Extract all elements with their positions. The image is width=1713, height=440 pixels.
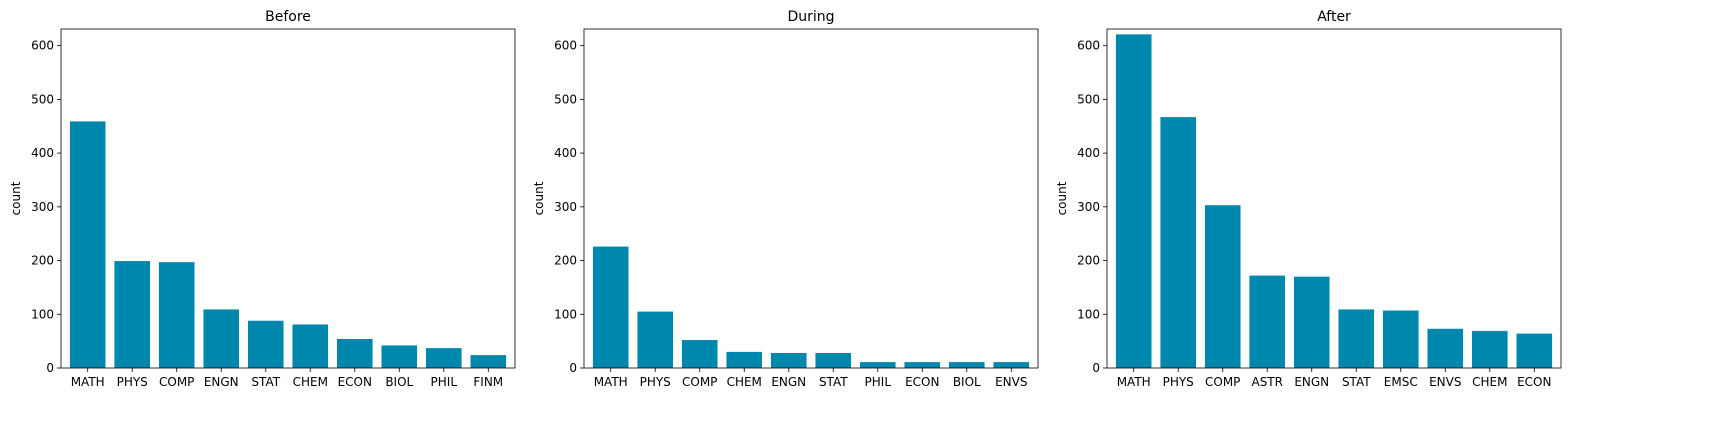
bar-finm	[470, 355, 507, 368]
bar-stat	[247, 320, 284, 368]
x-tick-label: STAT	[251, 375, 280, 389]
x-tick-label: COMP	[682, 375, 717, 389]
bar-emsc	[1382, 310, 1419, 368]
y-tick-label: 600	[554, 39, 577, 53]
y-tick-label: 600	[1077, 39, 1100, 53]
y-tick-label: 600	[31, 39, 54, 53]
axes-frame	[60, 28, 516, 369]
y-tick-label: 200	[554, 254, 577, 268]
y-axis-label: count	[1055, 181, 1069, 215]
chart-title: Before	[265, 9, 311, 25]
y-tick-label: 0	[1092, 361, 1100, 375]
bar-biol	[381, 345, 418, 368]
y-tick-label: 500	[554, 92, 577, 106]
bar-econ	[904, 362, 941, 368]
bar-stat	[815, 352, 852, 368]
bar-engn	[770, 352, 807, 368]
bar-stat	[1338, 309, 1375, 368]
chart-title: During	[787, 9, 834, 25]
x-tick-label: ENGN	[1294, 375, 1329, 389]
x-tick-label: ASTR	[1251, 375, 1283, 389]
y-tick-label: 300	[31, 200, 54, 214]
x-tick-label: PHIL	[431, 375, 458, 389]
y-tick-label: 100	[554, 307, 577, 321]
x-tick-label: CHEM	[1472, 375, 1507, 389]
bar-biol	[948, 362, 985, 368]
x-tick-label: ECON	[1517, 375, 1551, 389]
y-tick-label: 500	[31, 92, 54, 106]
x-tick-label: PHYS	[640, 375, 671, 389]
x-tick-label: STAT	[1342, 375, 1371, 389]
x-tick-label: MATH	[594, 375, 628, 389]
x-tick-label: CHEM	[293, 375, 328, 389]
bar-chem	[1471, 330, 1508, 368]
y-axis-label: count	[9, 181, 23, 215]
y-tick-label: 400	[554, 146, 577, 160]
x-tick-label: ECON	[338, 375, 372, 389]
x-tick-label: PHYS	[117, 375, 148, 389]
bar-math	[69, 121, 106, 368]
bar-phil	[425, 348, 462, 368]
x-tick-label: PHYS	[1163, 375, 1194, 389]
y-tick-label: 300	[1077, 200, 1100, 214]
bar-math	[592, 246, 629, 368]
bar-phys	[114, 261, 151, 368]
x-tick-label: CHEM	[727, 375, 762, 389]
bar-engn	[203, 309, 240, 368]
bar-econ	[336, 338, 373, 368]
bar-phys	[1160, 117, 1197, 368]
y-tick-label: 400	[31, 146, 54, 160]
x-tick-label: BIOL	[385, 375, 413, 389]
axes-frame	[583, 28, 1039, 369]
bar-envs	[1427, 328, 1464, 368]
y-axis-label: count	[532, 181, 546, 215]
y-tick-label: 0	[569, 361, 577, 375]
x-tick-label: COMP	[159, 375, 194, 389]
x-tick-label: MATH	[71, 375, 105, 389]
bar-chem	[292, 324, 329, 368]
x-tick-label: ENVS	[995, 375, 1027, 389]
bar-phys	[637, 311, 674, 368]
x-tick-label: ECON	[905, 375, 939, 389]
bar-chem	[726, 351, 763, 368]
bar-math	[1115, 34, 1152, 369]
chart-panel-1: MATH PHYS COMP ENGN STAT CHEM ECON BIOL PHIL FINM…	[9, 9, 516, 389]
x-tick-label: ENGN	[204, 375, 239, 389]
bar-phil	[859, 362, 896, 368]
x-tick-label: BIOL	[953, 375, 981, 389]
x-tick-label: PHIL	[865, 375, 892, 389]
bar-envs	[993, 362, 1030, 368]
y-tick-label: 500	[1077, 92, 1100, 106]
x-tick-label: COMP	[1205, 375, 1240, 389]
chart-panel-2: MATH PHYS COMP CHEM ENGN STAT PHIL ECON BIOL ENVS…	[532, 9, 1039, 389]
chart-panel-3: MATH PHYS COMP ASTR ENGN STAT EMSC ENVS CHEM ECON…	[1055, 9, 1562, 389]
bar-comp	[158, 262, 195, 368]
bar-econ	[1516, 333, 1553, 368]
bar-astr	[1249, 275, 1286, 368]
x-tick-label: STAT	[819, 375, 848, 389]
x-tick-label: ENVS	[1429, 375, 1461, 389]
y-tick-label: 300	[554, 200, 577, 214]
y-tick-label: 0	[46, 361, 54, 375]
axes-frame	[1106, 28, 1562, 369]
y-tick-label: 200	[1077, 254, 1100, 268]
y-tick-label: 400	[1077, 146, 1100, 160]
x-tick-label: MATH	[1117, 375, 1151, 389]
bar-comp	[1204, 205, 1241, 368]
x-tick-label: ENGN	[771, 375, 806, 389]
y-tick-label: 200	[31, 254, 54, 268]
x-tick-label: FINM	[473, 375, 503, 389]
x-tick-label: EMSC	[1384, 375, 1418, 389]
y-tick-label: 100	[1077, 307, 1100, 321]
y-tick-label: 100	[31, 307, 54, 321]
bar-comp	[681, 340, 718, 368]
chart-title: After	[1317, 9, 1351, 25]
bar-engn	[1293, 276, 1330, 368]
